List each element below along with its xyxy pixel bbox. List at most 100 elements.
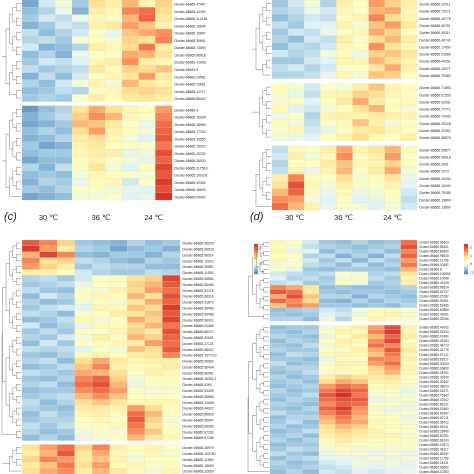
heatmap-cell (400, 126, 418, 134)
row-label: Cluster-86665.52176 (182, 289, 214, 293)
heatmap-cell (400, 437, 418, 443)
legend-tick-label: 2 (260, 246, 262, 250)
heatmap-cell (127, 257, 146, 264)
heatmap-cell (155, 156, 173, 164)
heatmap-cell (39, 387, 58, 394)
dendrogram-branch (266, 17, 271, 26)
heatmap-cell (21, 287, 40, 294)
heatmap-cell (367, 460, 385, 466)
heatmap-cell (121, 50, 139, 59)
heatmap-cell (155, 185, 173, 193)
heatmap-cell (286, 383, 303, 389)
heatmap-cell (352, 0, 369, 8)
heatmap-cell (155, 14, 173, 22)
heatmap-cell (367, 289, 385, 295)
heatmap-cell (384, 442, 401, 448)
heatmap-cell (39, 381, 58, 388)
heatmap-cell (336, 7, 353, 15)
row-label: Cluster-86665.15022 (174, 145, 206, 149)
heatmap-cell (352, 119, 369, 127)
heatmap-cell (367, 280, 385, 286)
heatmap-cell (127, 405, 146, 412)
row-label: Cluster-86665.17600 (419, 45, 451, 49)
heatmap-cell (121, 156, 139, 164)
heatmap-cell (384, 7, 402, 15)
heatmap-cell (384, 446, 401, 452)
heatmap-cell (286, 244, 303, 250)
heatmap-cell (304, 152, 321, 161)
heatmap-cell (400, 97, 418, 106)
heatmap-cell (127, 399, 146, 406)
heatmap-cell (127, 428, 146, 435)
legend-swatch (464, 262, 468, 264)
row-label: Cluster-86665.70043 (419, 115, 451, 119)
heatmap-cell (39, 334, 58, 341)
heatmap-cell (57, 304, 75, 311)
heatmap-cell (351, 442, 369, 448)
heatmap-cell (269, 280, 287, 286)
heatmap-cell (286, 280, 303, 286)
row-label: Cluster-86665.41778 (419, 348, 449, 352)
heatmap-cell (400, 338, 418, 344)
heatmap-cell (400, 280, 418, 286)
heatmap-cell (269, 352, 287, 357)
row-label: Cluster-86665.39587 (182, 265, 214, 269)
heatmap-cell (38, 178, 56, 186)
heatmap-cell (351, 392, 369, 398)
heatmap-cell (162, 434, 181, 441)
heatmap-cell (288, 42, 305, 51)
heatmap-cell (400, 464, 418, 470)
row-label: Cluster-86665.96001 (182, 318, 214, 322)
dendrogram-branch (2, 287, 6, 382)
heatmap-cell (92, 281, 110, 288)
heatmap-cell (384, 374, 401, 380)
heatmap-cell (109, 462, 128, 469)
dendrogram-branch (16, 61, 21, 70)
row-label: Cluster-86665.10444 (419, 184, 451, 188)
heatmap-cell (55, 65, 73, 73)
legend-swatch (464, 244, 468, 246)
heatmap-cell (57, 357, 75, 364)
heatmap-cell (351, 312, 369, 317)
heatmap-cell (384, 276, 401, 281)
heatmap-cell (400, 21, 418, 29)
heatmap-cell (384, 307, 401, 313)
heatmap-cell (21, 21, 39, 30)
heatmap-cell (318, 325, 336, 330)
heatmap-cell (304, 14, 321, 22)
heatmap-cell (21, 94, 39, 102)
heatmap-cell (384, 325, 401, 330)
heatmap-cell (400, 276, 418, 281)
dendrogram-branch (259, 329, 264, 339)
heatmap-cell (88, 105, 106, 114)
heatmap-cell (288, 119, 305, 127)
heatmap-cell (109, 245, 128, 252)
heatmap-cell (269, 455, 287, 461)
heatmap-cell (384, 433, 401, 439)
dendrogram-branch (16, 325, 21, 332)
heatmap-cell (39, 422, 58, 429)
heatmap-cell (21, 410, 40, 418)
heatmap-cell (384, 392, 401, 398)
heatmap-cell (302, 285, 320, 290)
heatmap-cell (286, 446, 303, 452)
heatmap-cell (138, 72, 156, 80)
heatmap-cell (269, 464, 287, 470)
heatmap-cell (92, 410, 110, 418)
heatmap-cell (109, 310, 128, 317)
heatmap-cell (302, 303, 320, 308)
heatmap-cell (88, 36, 106, 44)
heatmap-cell (74, 428, 93, 435)
heatmap-cell (367, 262, 385, 268)
heatmap-cell (351, 347, 369, 353)
dendrogram-branch (266, 46, 271, 54)
heatmap-cell (288, 14, 305, 22)
heatmap-cell (144, 357, 163, 364)
legend-tick-label: 0 (260, 262, 262, 266)
heatmap-cell (318, 424, 336, 430)
heatmap-cell (400, 174, 418, 182)
heatmap-cell (286, 352, 303, 357)
heatmap-cell (144, 363, 163, 370)
heatmap-cell (121, 65, 139, 73)
heatmap-cell (286, 388, 303, 393)
